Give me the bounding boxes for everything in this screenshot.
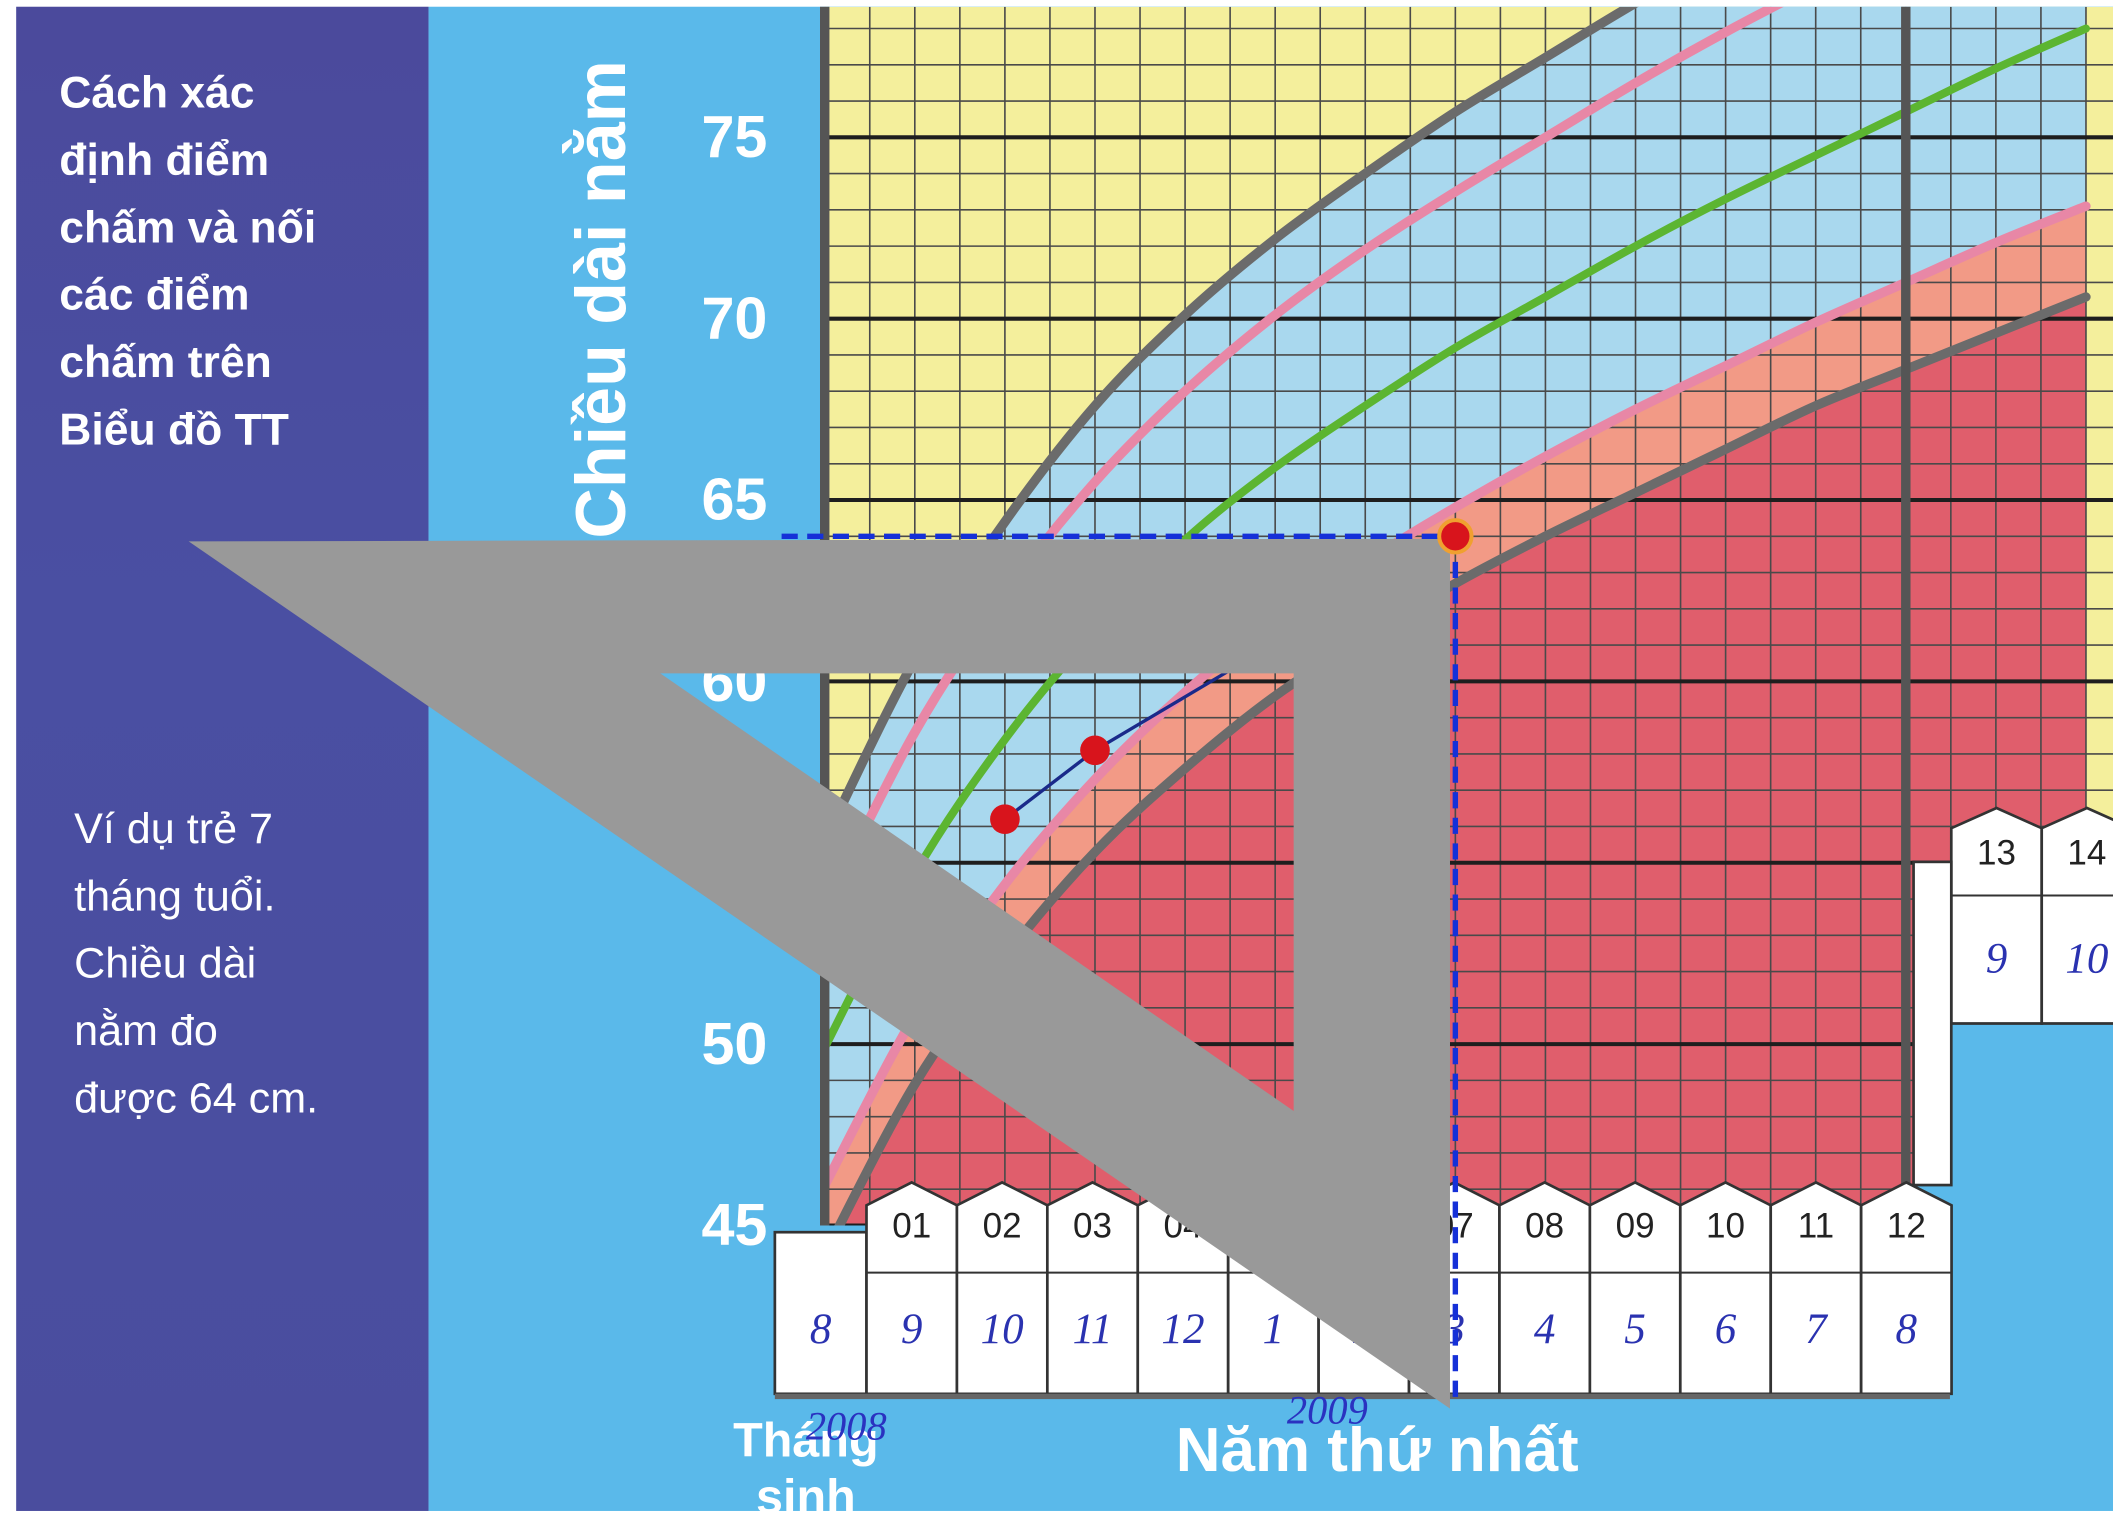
sidebar-heading-line: chấm và nối (59, 203, 316, 252)
calendar-month-label: 9 (901, 1306, 923, 1353)
month-age-label: 08 (1525, 1206, 1564, 1245)
calendar-month-label: 10 (981, 1306, 1024, 1353)
sidebar-heading-line: Biểu đồ TT (59, 405, 289, 454)
y-tick-label: 50 (701, 1010, 767, 1077)
month-age-label: 14 (2067, 833, 2106, 872)
set-square (188, 538, 1450, 1409)
month-age-label: 12 (1887, 1206, 1926, 1245)
calendar-month-label: 4 (1534, 1306, 1556, 1353)
reference-curve (824, 6, 2091, 846)
calendar-month-label: 8 (1896, 1306, 1918, 1353)
sidebar-example-line: tháng tuổi. (74, 872, 275, 920)
sidebar-heading-line: định điểm (59, 136, 269, 185)
measure-point (1437, 518, 1474, 555)
calendar-month-label: 7 (1805, 1306, 1829, 1353)
sidebar-example-line: nằm đo (74, 1007, 218, 1055)
calendar-month-label: 11 (1073, 1306, 1113, 1353)
y-tick-label: 65 (701, 466, 767, 533)
month-age-label: 02 (983, 1206, 1022, 1245)
year-label: 2009 (1287, 1387, 1368, 1432)
sidebar-text: Cách xác định điểm chấm và nối các điểm chấm… (59, 69, 318, 1123)
calendar-month-label: 1 (1263, 1306, 1285, 1353)
month-age-label: 11 (1798, 1206, 1834, 1245)
month-age-label: 01 (892, 1206, 931, 1245)
measure-point (1080, 735, 1110, 766)
calendar-month-label: 8 (810, 1306, 832, 1353)
sidebar-heading-line: chấm trên (59, 338, 271, 387)
birth-label: sinh (756, 1470, 856, 1515)
calendar-month-label: 6 (1715, 1306, 1737, 1353)
reference-curve (824, 24, 2090, 1052)
month-age-label: 13 (1977, 833, 2016, 872)
sidebar-panel (16, 6, 429, 1511)
measure-point (990, 804, 1020, 835)
birth-month-box (773, 1230, 868, 1396)
month-age-label: 09 (1616, 1206, 1655, 1245)
y-tick-label: 75 (701, 103, 767, 170)
calendar-month-label: 10 (2065, 936, 2108, 983)
sidebar-heading-line: các điểm (59, 271, 249, 320)
sidebar-example-line: được 64 cm. (74, 1074, 318, 1122)
y-tick-label: 70 (701, 284, 767, 351)
sidebar-heading-line: Cách xác (59, 69, 254, 118)
month-age-label: 03 (1073, 1206, 1112, 1245)
x-axis-title: Năm thứ nhất (1176, 1416, 1579, 1485)
sidebar-example-line: Ví dụ trẻ 7 (74, 805, 273, 853)
month-box (2040, 806, 2113, 1025)
step-block (1912, 860, 1953, 1187)
calendar-month-label: 12 (1161, 1306, 1204, 1353)
sidebar-example-line: Chiều dài (74, 940, 256, 988)
month-age-label: 10 (1706, 1206, 1745, 1245)
birth-label: Tháng (733, 1413, 878, 1467)
calendar-month-label: 9 (1986, 936, 2008, 983)
calendar-month-label: 5 (1624, 1306, 1646, 1353)
chart-overlay: 45505560657075Chiều dài nằm8019021003110… (188, 6, 2113, 1515)
y-axis-title: Chiều dài nằm (562, 60, 640, 539)
reference-curve (824, 201, 2091, 1191)
y-tick-label: 45 (701, 1191, 767, 1258)
year-label: 2008 (806, 1403, 887, 1448)
